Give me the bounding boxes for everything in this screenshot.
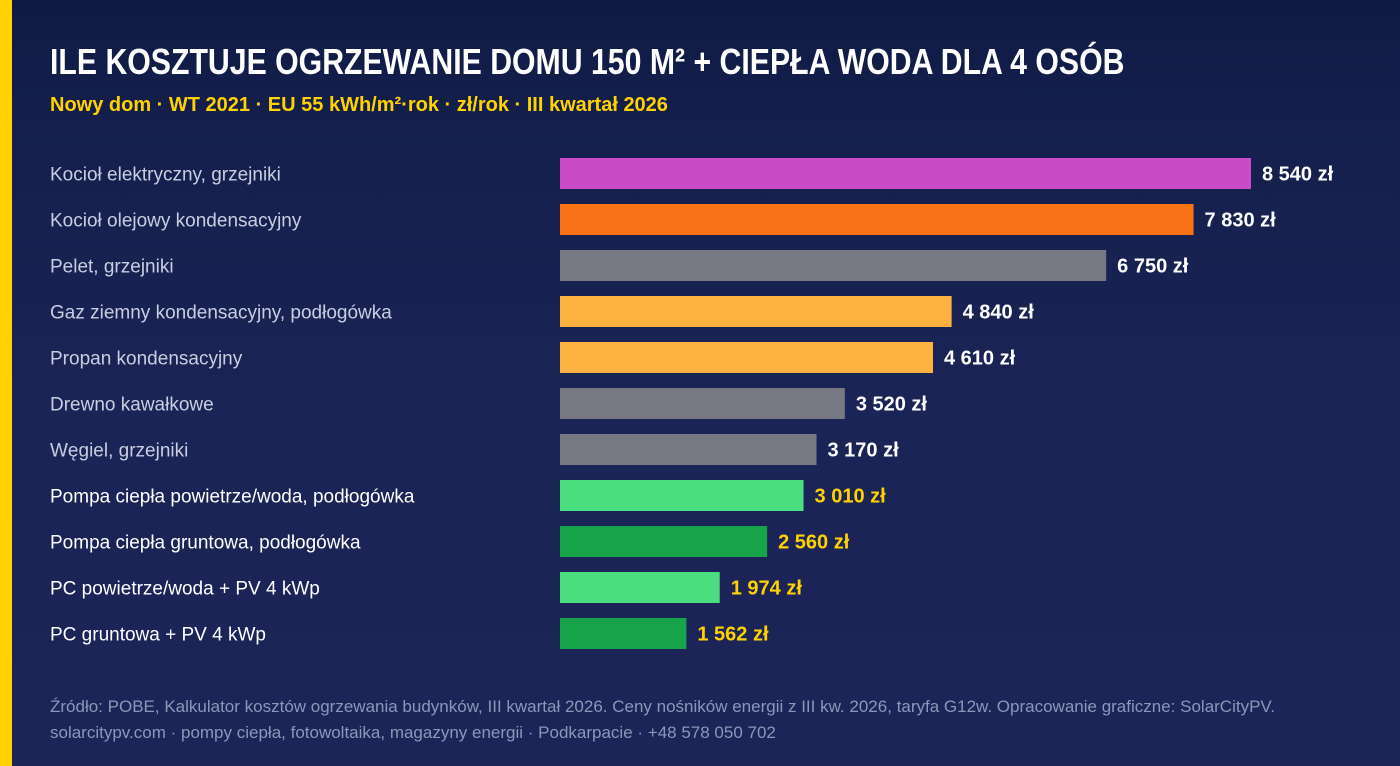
value-label-kociol-olejowy-kondensacyjny: 7 830 zł: [1205, 210, 1277, 232]
value-label-pompa-ciepla-gruntowa-podlogowka: 2 560 zł: [778, 532, 850, 554]
chart-subtitle: Nowy dom · WT 2021 · EU 55 kWh/m²·rok · …: [50, 94, 668, 116]
value-label-pc-powietrze-woda-pv-4-kwp: 1 974 zł: [731, 578, 803, 600]
chart-title: ILE KOSZTUJE OGRZEWANIE DOMU 150 M² + CI…: [50, 41, 1125, 82]
bar-gaz-ziemny-kondensacyjny-podlogowka: [560, 296, 952, 327]
bar-pompa-ciepla-gruntowa-podlogowka: [560, 526, 768, 557]
category-label-pompa-ciepla-gruntowa-podlogowka: Pompa ciepła gruntowa, podłogówka: [50, 533, 361, 554]
bar-pc-gruntowa-pv-4-kwp: [560, 618, 687, 649]
contact-line: solarcitypv.com · pompy ciepła, fotowolt…: [50, 723, 776, 742]
category-label-gaz-ziemny-kondensacyjny-podlogowka: Gaz ziemny kondensacyjny, podłogówka: [50, 303, 392, 324]
bar-kociol-olejowy-kondensacyjny: [560, 204, 1194, 235]
bar-pelet-grzejniki: [560, 250, 1107, 281]
category-label-pompa-ciepla-powietrze-woda-podlogowka: Pompa ciepła powietrze/woda, podłogówka: [50, 487, 415, 508]
bar-wegiel-grzejniki: [560, 434, 817, 465]
value-label-wegiel-grzejniki: 3 170 zł: [827, 440, 899, 462]
value-label-pc-gruntowa-pv-4-kwp: 1 562 zł: [697, 624, 769, 646]
source-note: Źródło: POBE, Kalkulator kosztów ogrzewa…: [50, 697, 1275, 716]
bar-kociol-elektryczny-grzejniki: [560, 158, 1251, 189]
bar-drewno-kawalkowe: [560, 388, 845, 419]
category-label-propan-kondensacyjny: Propan kondensacyjny: [50, 349, 243, 370]
category-label-drewno-kawalkowe: Drewno kawałkowe: [50, 395, 214, 416]
value-label-gaz-ziemny-kondensacyjny-podlogowka: 4 840 zł: [963, 302, 1035, 324]
value-label-drewno-kawalkowe: 3 520 zł: [856, 394, 928, 416]
value-label-pelet-grzejniki: 6 750 zł: [1117, 256, 1189, 278]
category-label-kociol-olejowy-kondensacyjny: Kocioł olejowy kondensacyjny: [50, 211, 302, 232]
category-label-kociol-elektryczny-grzejniki: Kocioł elektryczny, grzejniki: [50, 165, 281, 186]
category-label-wegiel-grzejniki: Węgiel, grzejniki: [50, 441, 188, 462]
value-label-propan-kondensacyjny: 4 610 zł: [944, 348, 1016, 370]
bar-propan-kondensacyjny: [560, 342, 934, 373]
bar-pompa-ciepla-powietrze-woda-podlogowka: [560, 480, 804, 511]
accent-stripe: [0, 0, 12, 766]
category-label-pc-powietrze-woda-pv-4-kwp: PC powietrze/woda + PV 4 kWp: [50, 579, 320, 600]
bar-pc-powietrze-woda-pv-4-kwp: [560, 572, 720, 603]
footer: Źródło: POBE, Kalkulator kosztów ogrzewa…: [50, 694, 1275, 746]
category-label-pelet-grzejniki: Pelet, grzejniki: [50, 257, 174, 278]
value-label-kociol-elektryczny-grzejniki: 8 540 zł: [1262, 164, 1334, 186]
category-label-pc-gruntowa-pv-4-kwp: PC gruntowa + PV 4 kWp: [50, 625, 266, 646]
value-label-pompa-ciepla-powietrze-woda-podlogowka: 3 010 zł: [815, 486, 887, 508]
